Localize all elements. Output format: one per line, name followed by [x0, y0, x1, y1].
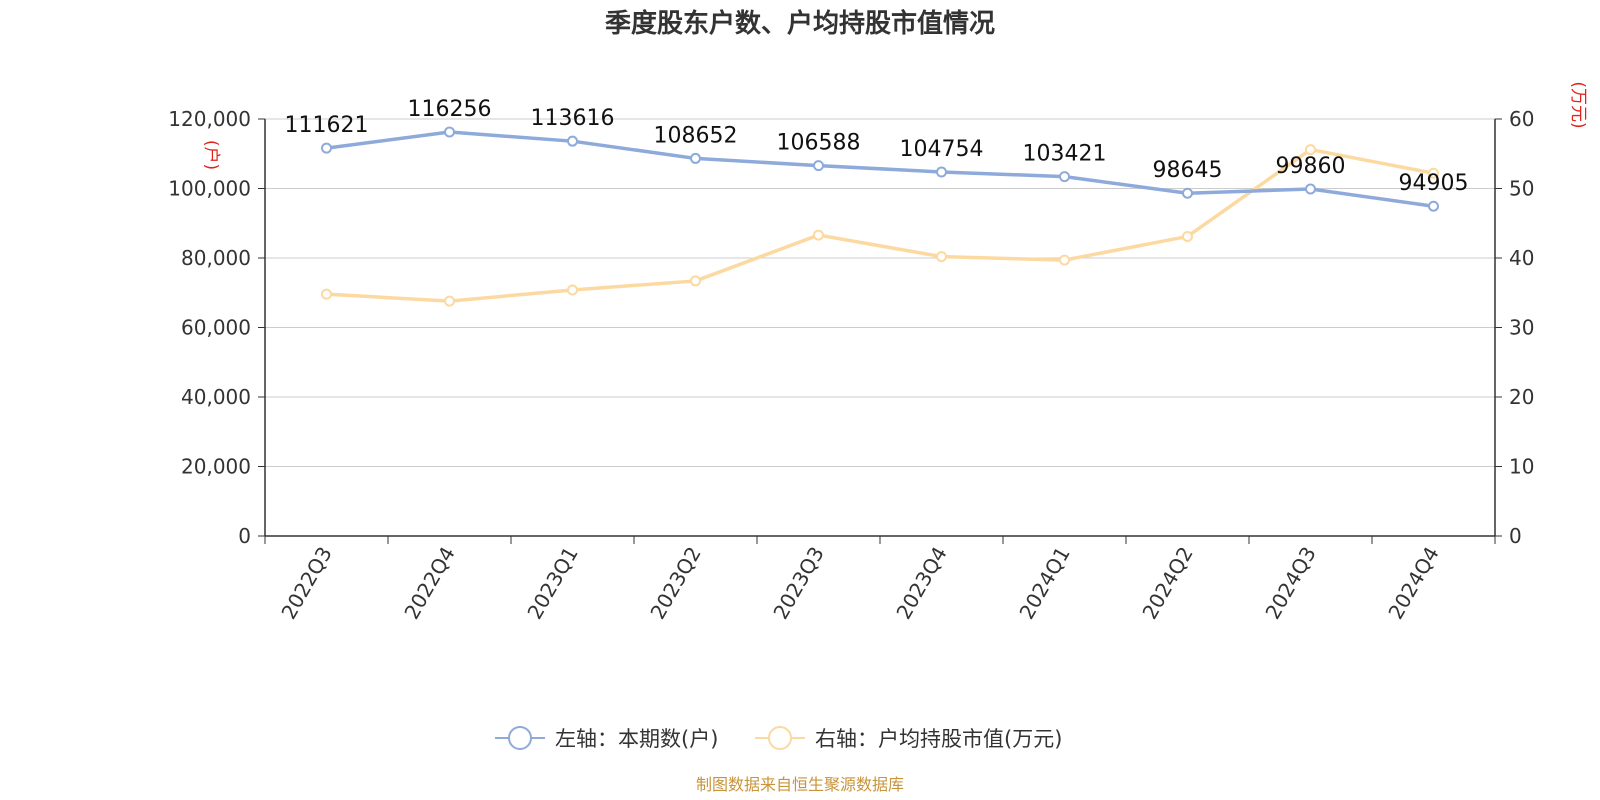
legend-label: 右轴：户均持股市值(万元) — [815, 727, 1062, 751]
data-point — [1305, 144, 1316, 156]
right-axis-tick-label: 50 — [1509, 177, 1534, 201]
left-axis-tick-label: 20,000 — [181, 455, 251, 479]
x-axis-tick-label: 2024Q4 — [1383, 543, 1443, 624]
x-axis-tick-label: 2022Q3 — [276, 543, 336, 624]
right-axis-unit: (万元) — [1568, 81, 1588, 128]
x-axis-tick-label: 2023Q4 — [891, 543, 951, 624]
right-axis-tick-label: 0 — [1509, 524, 1522, 548]
left-axis-tick-label: 100,000 — [168, 177, 251, 201]
right-axis-tick-label: 40 — [1509, 246, 1534, 270]
data-point — [813, 229, 824, 241]
series-layer — [321, 126, 1439, 307]
data-point — [567, 135, 578, 147]
data-label: 103421 — [1023, 142, 1107, 167]
data-point — [1059, 254, 1070, 266]
legend-marker-icon — [768, 726, 792, 750]
series-line — [326, 147, 1434, 303]
data-label: 94905 — [1399, 171, 1469, 196]
data-point — [1428, 200, 1439, 212]
data-point — [567, 284, 578, 296]
legend-label: 左轴：本期数(户) — [555, 727, 718, 751]
data-label: 111621 — [285, 113, 369, 138]
data-point — [444, 295, 455, 307]
x-axis-tick-label: 2023Q1 — [522, 543, 582, 624]
data-point — [1428, 167, 1439, 179]
data-point — [813, 160, 824, 172]
data-label: 113616 — [531, 106, 615, 131]
x-axis-tick-label: 2024Q2 — [1137, 543, 1197, 624]
data-point — [936, 166, 947, 178]
data-point — [690, 152, 701, 164]
right-axis-tick-label: 10 — [1509, 455, 1534, 479]
data-label: 104754 — [900, 137, 984, 162]
data-label: 106588 — [777, 131, 861, 156]
data-label: 99860 — [1276, 154, 1346, 179]
left-axis-tick-label: 0 — [238, 524, 251, 548]
data-labels: 111621 116256 113616 108652 106588 104754 1034… — [285, 97, 1469, 196]
x-axis-tick-label: 2022Q4 — [399, 543, 459, 624]
data-point — [1305, 183, 1316, 195]
data-label: 108652 — [654, 123, 738, 148]
legend-marker-icon — [508, 726, 532, 750]
chart-title: 季度股东户数、户均持股市值情况 — [605, 8, 995, 39]
data-point — [1182, 230, 1193, 242]
left-axis-tick-label: 80,000 — [181, 246, 251, 270]
left-axis-tick-label: 40,000 — [181, 385, 251, 409]
data-point — [1059, 171, 1070, 183]
grid-lines — [265, 118, 1495, 467]
x-axis-tick-label: 2023Q3 — [768, 543, 828, 624]
data-point — [444, 126, 455, 138]
data-label: 116256 — [408, 97, 492, 122]
left-axis-tick-label: 120,000 — [168, 107, 251, 131]
legend: 左轴：本期数(户) 右轴：户均持股市值(万元) — [495, 726, 1062, 751]
series-line — [326, 130, 1434, 208]
left-axis-unit: (户) — [201, 140, 221, 170]
right-axis-tick-label: 30 — [1509, 316, 1534, 340]
source-note: 制图数据来自恒生聚源数据库 — [696, 775, 904, 794]
axes: 0 20,000 40,000 60,000 80,000 100,000 120,000 0… — [168, 107, 1534, 623]
data-label: 98645 — [1153, 158, 1223, 183]
x-axis-tick-label: 2023Q2 — [645, 543, 705, 624]
right-axis-tick-label: 20 — [1509, 385, 1534, 409]
data-point — [1182, 187, 1193, 199]
x-axis-tick-label: 2024Q1 — [1014, 543, 1074, 624]
right-axis-tick-label: 60 — [1509, 107, 1534, 131]
left-axis-tick-label: 60,000 — [181, 316, 251, 340]
data-point — [321, 288, 332, 300]
x-axis-tick-label: 2024Q3 — [1260, 543, 1320, 624]
data-point — [936, 251, 947, 263]
data-point — [321, 142, 332, 154]
data-point — [690, 275, 701, 287]
